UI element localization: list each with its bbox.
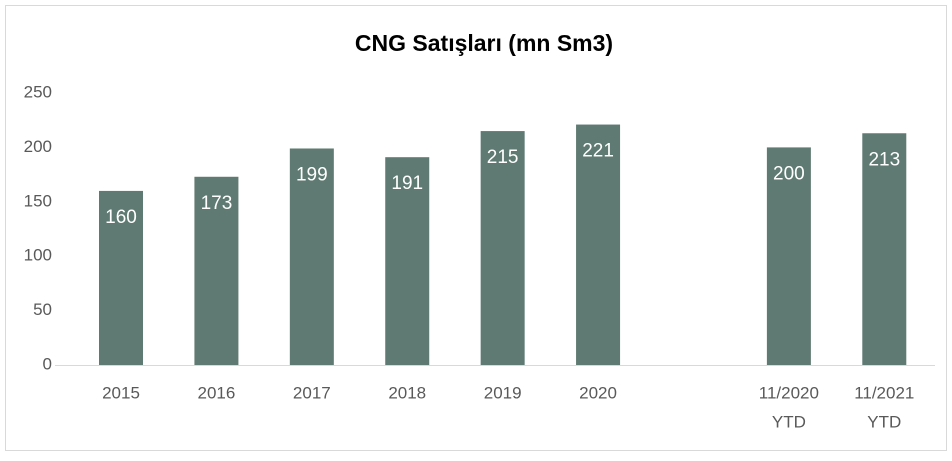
value-label: 200 (773, 163, 805, 184)
x-tick-label: 2016 (198, 383, 236, 402)
value-label: 215 (487, 147, 519, 168)
value-label: 221 (582, 141, 614, 162)
x-tick-label: 2017 (293, 383, 331, 402)
value-label: 191 (391, 173, 423, 194)
x-tick-label: 2015 (102, 383, 140, 402)
value-label: 160 (105, 207, 137, 228)
y-tick-label: 200 (24, 137, 52, 156)
bar (766, 147, 811, 365)
value-label: 213 (868, 149, 900, 170)
x-tick-label: 2018 (388, 383, 426, 402)
chart-title: CNG Satışları (mn Sm3) (355, 30, 613, 56)
y-tick-label: 100 (24, 246, 52, 265)
bar (385, 157, 430, 365)
x-tick-label: YTD (867, 412, 901, 431)
bar (576, 124, 621, 365)
y-tick-label: 150 (24, 191, 52, 210)
value-label: 173 (201, 193, 233, 214)
value-label: 199 (296, 165, 328, 186)
y-tick-label: 50 (33, 300, 52, 319)
bar (289, 148, 334, 365)
bar (99, 190, 144, 365)
y-tick-label: 0 (43, 354, 52, 373)
x-tick-label: YTD (772, 412, 806, 431)
y-tick-label: 250 (24, 82, 52, 101)
bar (862, 133, 907, 365)
bar (480, 131, 525, 365)
x-tick-label: 2020 (579, 383, 617, 402)
x-tick-label: 11/2020 (759, 383, 819, 402)
x-tick-label: 11/2021 (854, 383, 914, 402)
x-tick-label: 2019 (484, 383, 522, 402)
bar (194, 176, 239, 365)
